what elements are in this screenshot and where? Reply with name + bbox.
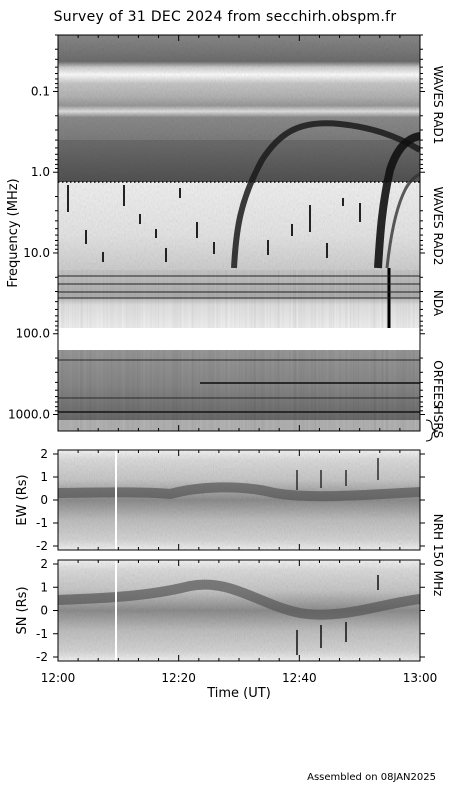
ew-ytick-label: -1 <box>36 516 48 530</box>
sn-vertical-features <box>296 575 379 655</box>
ew-ytick-label: -2 <box>36 539 48 553</box>
ew-center-band <box>57 482 421 502</box>
hsrs-brace <box>425 419 439 442</box>
burst-arc-1 <box>231 120 420 269</box>
ew-ytick-label: 0 <box>40 493 48 507</box>
xlabel: Time (UT) <box>206 686 271 701</box>
nda-streaks <box>58 275 420 299</box>
ew-vertical-features <box>296 458 379 490</box>
assembled-footer: Assembled on 08JAN2025 <box>307 772 436 783</box>
spectrum-ytick-label: 1.0 <box>31 165 50 179</box>
xtick-label: 12:40 <box>282 671 317 685</box>
rad1-band <box>58 35 420 182</box>
instrument-label: ORFEES <box>431 360 445 407</box>
ew-panel <box>57 450 421 550</box>
rad2-spikes <box>67 185 361 262</box>
ew-ylabel: EW (Rs) <box>15 474 30 525</box>
sn-ytick-label: -1 <box>36 627 48 641</box>
orfees-band <box>58 350 420 420</box>
burst-arc-3 <box>385 172 420 269</box>
spectrum-ytick-label: 10.0 <box>23 246 50 260</box>
sn-panel <box>57 560 421 661</box>
xtick-label: 12:20 <box>161 671 196 685</box>
sn-ylabel: SN (Rs) <box>15 586 30 634</box>
ew-panel-bg <box>58 450 420 550</box>
ew-ytick-label: 1 <box>40 470 48 484</box>
hsrs-band <box>58 420 420 431</box>
ew-ytick-label: 2 <box>40 447 48 461</box>
sn-center-band <box>57 579 421 620</box>
burst-arc-2 <box>374 132 420 269</box>
instrument-label: WAVES RAD2 <box>431 187 445 266</box>
rad1-lower-dark <box>58 140 420 182</box>
page-title: Survey of 31 DEC 2024 from secchirh.obsp… <box>53 9 397 25</box>
nrh-label: NRH 150 MHz <box>431 514 445 597</box>
instrument-label: NDA <box>431 290 445 317</box>
spectrum-panel <box>58 35 420 431</box>
instrument-label: WAVES RAD1 <box>431 66 445 145</box>
sn-ytick-label: 0 <box>40 604 48 618</box>
sn-ytick-label: 1 <box>40 580 48 594</box>
axes: 0.1 1.0 10.0 100.0 1000.0 Frequency (MHz) WAVE… <box>6 34 445 701</box>
xtick-label: 13:00 <box>403 671 438 685</box>
xtick-label: 12:00 <box>41 671 76 685</box>
nda-band <box>58 270 420 328</box>
spectrum-ytick-label: 1000.0 <box>8 408 50 422</box>
spectrum-ytick-label: 0.1 <box>31 84 50 98</box>
sn-ytick-label: 2 <box>40 557 48 571</box>
orfees-streaks <box>58 359 420 413</box>
spectrum-ytick-label: 100.0 <box>16 327 50 341</box>
spectrum-gap <box>58 328 420 350</box>
sn-ytick-label: -2 <box>36 650 48 664</box>
spectrum-ylabel: Frequency (MHz) <box>6 178 21 287</box>
